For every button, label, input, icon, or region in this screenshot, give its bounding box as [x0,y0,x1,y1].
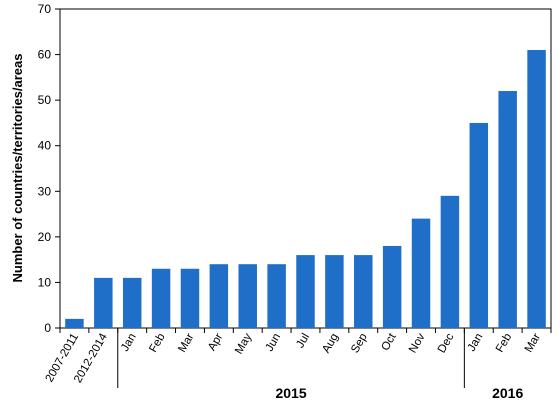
y-axis-title: Number of countries/territories/areas [10,53,25,282]
y-tick-label: 50 [38,93,52,107]
x-category-label: Mar [523,331,543,354]
x-category-label: Jun [264,332,284,354]
x-category-label: Aug [320,332,341,356]
x-category-label: Apr [206,331,225,353]
y-tick-label: 70 [38,2,52,16]
y-tick-label: 10 [38,275,52,289]
bar [180,268,200,328]
x-category-label: Jan [119,332,139,354]
bar [469,122,489,328]
y-tick-label: 60 [38,48,52,62]
bar [325,255,344,328]
bar [411,218,431,328]
group-year-label: 2015 [275,385,306,401]
x-category-label: Feb [147,332,167,355]
bar [151,268,171,328]
bar [296,255,315,328]
x-category-label: Oct [379,331,399,353]
y-tick-label: 20 [38,230,52,244]
x-category-label: Feb [494,332,514,355]
bar [122,277,142,328]
bar [527,50,546,329]
y-tick-label: 40 [38,139,52,153]
bar [209,264,229,328]
bar [238,264,257,328]
bar [65,318,84,328]
group-year-label: 2016 [492,385,523,401]
bar [498,91,517,329]
bar [382,245,402,328]
bar [267,264,286,328]
x-category-label: Sep [349,332,370,356]
x-category-label: Jul [294,332,312,351]
y-tick-label: 30 [38,184,52,198]
x-category-label: Mar [176,331,196,354]
bar [94,277,113,328]
x-category-label: May [233,331,254,356]
bar [440,195,460,328]
x-category-label: Nov [407,331,428,355]
bar [354,255,373,328]
x-category-label: Jan [466,332,486,354]
x-category-label: Dec [436,331,457,355]
y-tick-label: 0 [44,321,51,335]
